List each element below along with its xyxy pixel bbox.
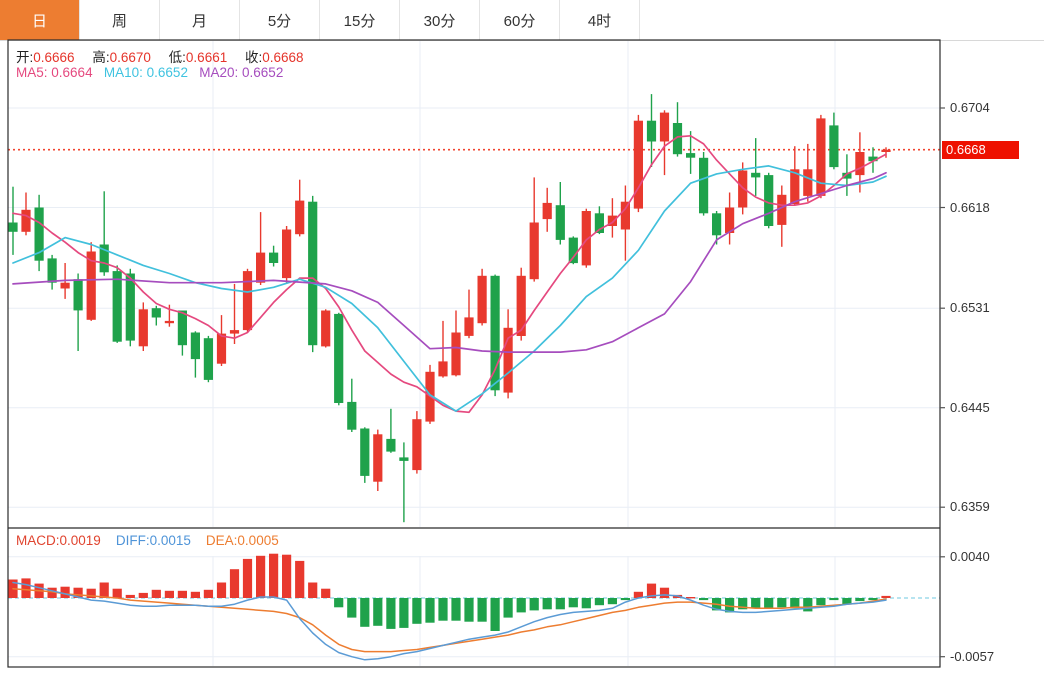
ma5-line	[12, 134, 887, 414]
low-value: 0.6661	[185, 50, 228, 65]
tab-day[interactable]: 日	[0, 0, 80, 40]
open-label: 开:	[16, 50, 34, 65]
macd-label: MACD:0.0019	[16, 533, 101, 548]
tab-5min[interactable]: 5分	[240, 0, 320, 40]
ma20-label: MA20: 0.6652	[199, 65, 284, 80]
dea-label: DEA:0.0005	[205, 533, 279, 548]
high-value: 0.6670	[109, 50, 151, 65]
ma20-line	[12, 171, 887, 353]
macd-info-row: MACD:0.0019 DIFF:0.0015 DEA:0.0005	[16, 533, 279, 548]
close-value: 0.6668	[262, 50, 304, 65]
macd-histogram	[8, 553, 891, 631]
tab-15min[interactable]: 15分	[320, 0, 400, 40]
ma10-line	[12, 165, 887, 412]
ma-info-row: MA5: 0.6664 MA10: 0.6652 MA20: 0.6652	[16, 65, 283, 80]
macd-tick-1: -0.0057	[950, 648, 995, 664]
high-label: 高:	[92, 50, 110, 65]
price-tick-4: 0.6359	[950, 499, 990, 515]
current-price-tag: 0.6668	[942, 140, 1019, 159]
low-label: 低:	[168, 50, 186, 65]
diff-label: DIFF:0.0015	[115, 533, 191, 548]
price-tick-1: 0.6618	[950, 199, 990, 215]
chart-border	[7, 39, 945, 668]
timeframe-tabs: 日 周 月 5分 15分 30分 60分 4时	[0, 0, 1044, 41]
ma10-label: MA10: 0.6652	[103, 65, 188, 80]
diff-line	[12, 581, 887, 661]
ma5-label: MA5: 0.6664	[16, 65, 93, 80]
ohlc-info-row: 开:0.6666 高:0.6670 低:0.6661 收:0.6668	[16, 46, 318, 66]
price-tick-3: 0.6445	[950, 399, 990, 415]
tab-month[interactable]: 月	[160, 0, 240, 40]
tab-30min[interactable]: 30分	[400, 0, 480, 40]
macd-tick-0: 0.0040	[950, 548, 990, 564]
price-tick-0: 0.6704	[950, 100, 990, 115]
tab-60min[interactable]: 60分	[480, 0, 560, 40]
price-tick-2: 0.6531	[950, 300, 990, 316]
open-value: 0.6666	[33, 50, 75, 65]
close-label: 收:	[244, 50, 263, 65]
tab-4hour[interactable]: 4时	[560, 0, 640, 40]
tab-week[interactable]: 周	[80, 0, 160, 40]
